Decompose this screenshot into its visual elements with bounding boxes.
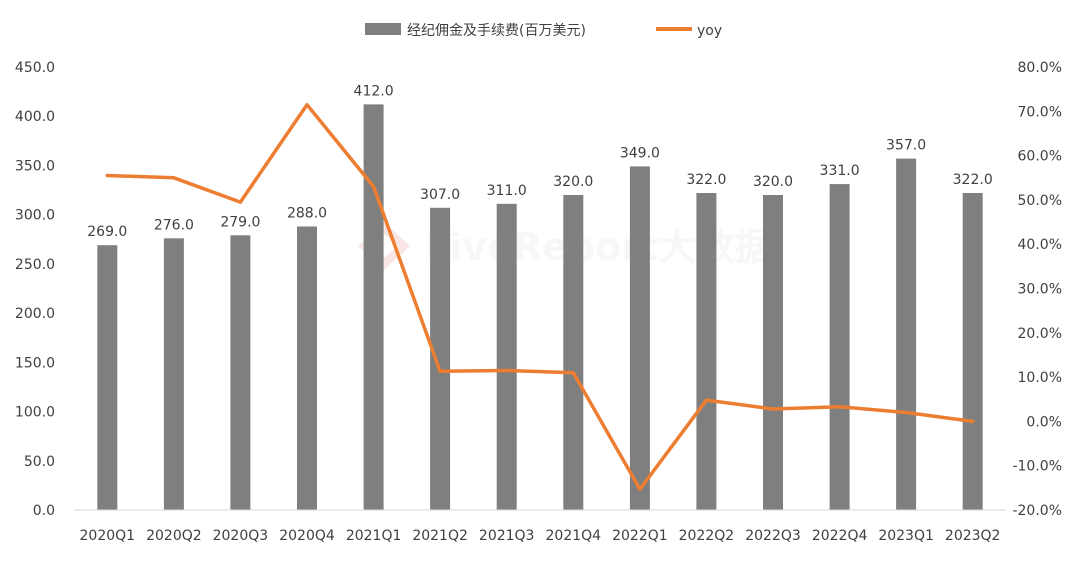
y-left-tick-250.0: 250.0 (15, 257, 55, 273)
bar-2020Q2 (163, 238, 184, 511)
yoy-point-2023Q2 (971, 419, 975, 423)
bars-series (97, 104, 983, 511)
bar-label-2021Q1: 412.0 (354, 83, 394, 99)
yoy-point-2021Q1 (372, 185, 376, 189)
y-left-tick-200.0: 200.0 (15, 306, 55, 322)
y-right-tick-40.0%: 40.0% (1018, 237, 1062, 253)
bar-label-2022Q1: 349.0 (620, 145, 660, 161)
bar-label-2020Q2: 276.0 (154, 217, 194, 233)
x-tick-label-2020Q4: 2020Q4 (279, 528, 335, 544)
bar-label-2020Q3: 279.0 (220, 214, 260, 230)
x-tick-label-2022Q1: 2022Q1 (612, 528, 668, 544)
bar-2021Q4 (563, 195, 584, 510)
x-tick-label-2021Q4: 2021Q4 (546, 528, 602, 544)
bar-label-2022Q3: 320.0 (753, 174, 793, 190)
bar-label-2020Q4: 288.0 (287, 206, 327, 222)
y-left-tick-300.0: 300.0 (15, 208, 55, 224)
bar-label-2022Q2: 322.0 (686, 172, 726, 188)
bar-2021Q1 (363, 104, 384, 511)
y-left-tick-350.0: 350.0 (15, 158, 55, 174)
y-left-tick-400.0: 400.0 (15, 109, 55, 125)
x-tick-label-2023Q2: 2023Q2 (945, 528, 1001, 544)
x-tick-label-2020Q1: 2020Q1 (80, 528, 136, 544)
yoy-point-2022Q1 (638, 487, 642, 491)
x-tick-label-2021Q2: 2021Q2 (412, 528, 468, 544)
bar-data-labels: 269.0 276.0 279.0 288.0 412.0 307.0 311.0 320.0… (87, 83, 992, 240)
yoy-point-2020Q1 (105, 174, 109, 177)
x-axis: 2020Q1 2020Q2 2020Q3 2020Q4 2021Q1 2021Q2 2021… (74, 509, 1006, 544)
x-tick-label-2020Q3: 2020Q3 (213, 528, 269, 544)
bar-2020Q3 (230, 235, 251, 511)
bar-label-2022Q4: 331.0 (820, 163, 860, 179)
y-right-tick-30.0%: 30.0% (1018, 282, 1062, 298)
bar-2023Q1 (896, 158, 917, 510)
yoy-point-2021Q4 (571, 371, 575, 375)
yoy-point-2021Q3 (505, 369, 509, 372)
bar-2022Q1 (629, 166, 650, 510)
bar-label-2023Q1: 357.0 (886, 138, 926, 154)
legend-label-line: yoy (697, 23, 722, 39)
x-tick-label-2022Q4: 2022Q4 (812, 528, 868, 544)
bar-2020Q1 (97, 245, 118, 510)
yoy-point-2023Q1 (904, 411, 908, 414)
y-right-tick-10.0%: 10.0% (1018, 370, 1062, 386)
y-left-tick-100.0: 100.0 (15, 405, 55, 421)
x-tick-label-2022Q3: 2022Q3 (745, 528, 801, 544)
yoy-point-2022Q2 (704, 398, 708, 402)
y-right-tick-20.0%: 20.0% (1018, 326, 1062, 342)
x-tick-label-2021Q1: 2021Q1 (346, 528, 402, 544)
y-right-tick--10.0%: -10.0% (1012, 459, 1062, 475)
yoy-line (105, 102, 975, 491)
bar-label-2023Q2: 322.0 (953, 172, 993, 188)
yoy-point-2020Q3 (238, 200, 242, 204)
y-right-tick-70.0%: 70.0% (1018, 104, 1062, 120)
bar-label-2021Q2: 307.0 (420, 187, 460, 203)
y-right-tick-0.0%: 0.0% (1026, 414, 1062, 430)
bar-2020Q4 (297, 226, 317, 510)
bar-label-2021Q3: 311.0 (487, 183, 527, 199)
yoy-point-2022Q4 (838, 405, 842, 409)
legend-label-bar: 经纪佣金及手续费(百万美元) (407, 22, 586, 39)
bar-2022Q2 (696, 193, 717, 510)
y-right-tick-50.0%: 50.0% (1018, 193, 1062, 209)
y-left-tick-50.0: 50.0 (24, 454, 55, 470)
x-tick-label-2021Q3: 2021Q3 (479, 528, 535, 544)
yoy-point-2022Q3 (771, 407, 775, 411)
y-left-tick-450.0: 450.0 (15, 60, 55, 76)
y-left-tick-150.0: 150.0 (15, 355, 55, 371)
bar-label-2021Q4: 320.0 (553, 174, 593, 190)
y-axis-right: -20.0% -10.0% 0.0% 10.0% 20.0% 30.0% 40.0% 50.0… (1012, 60, 1062, 519)
y-axis-left: 0.0 50.0 100.0 150.0 200.0 250.0 300.0 350.0 400… (15, 60, 55, 519)
legend: 经纪佣金及手续费(百万美元) yoy (365, 22, 722, 39)
bar-2021Q2 (430, 207, 451, 511)
bar-2021Q3 (496, 203, 517, 511)
bar-2022Q4 (829, 184, 850, 510)
y-right-tick-60.0%: 60.0% (1018, 149, 1062, 165)
yoy-point-2020Q2 (172, 176, 176, 180)
x-tick-label-2023Q1: 2023Q1 (878, 528, 934, 544)
legend-swatch-bar (365, 23, 401, 35)
y-right-tick--20.0%: -20.0% (1012, 503, 1062, 519)
yoy-point-2020Q4 (305, 103, 309, 107)
yoy-line-series (105, 102, 975, 491)
x-tick-label-2022Q2: 2022Q2 (679, 528, 735, 544)
watermark-text: LiveReport大数据 (425, 225, 772, 269)
x-tick-label-2020Q2: 2020Q2 (146, 528, 202, 544)
y-left-tick-0.0: 0.0 (33, 503, 55, 519)
bar-2023Q2 (962, 193, 983, 510)
yoy-point-2021Q2 (438, 369, 442, 373)
bar-2022Q3 (763, 195, 783, 510)
y-right-tick-80.0%: 80.0% (1018, 60, 1062, 76)
bar-label-2020Q1: 269.0 (87, 224, 127, 240)
